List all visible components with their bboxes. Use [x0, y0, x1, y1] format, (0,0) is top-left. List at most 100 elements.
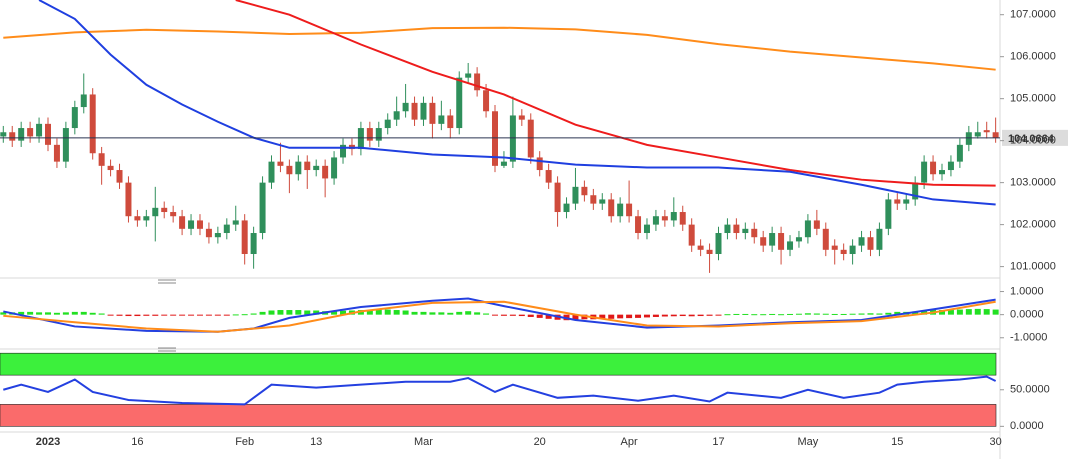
- candle-body: [89, 94, 96, 154]
- histogram-bar: [483, 313, 490, 315]
- histogram-bar: [304, 310, 311, 315]
- resize-handle[interactable]: [158, 279, 176, 284]
- histogram-bar: [733, 313, 740, 315]
- histogram-bar: [331, 311, 338, 315]
- candle-body: [813, 220, 820, 229]
- candle-body: [170, 212, 177, 217]
- candle-body: [617, 203, 624, 217]
- candle-body: [196, 220, 203, 229]
- x-tick-label: Mar: [414, 436, 433, 448]
- histogram-bar: [983, 309, 990, 315]
- histogram-bar: [912, 311, 919, 315]
- candle-body: [956, 144, 963, 162]
- candle-body: [930, 161, 937, 175]
- candle-body: [572, 186, 579, 204]
- candle-body: [670, 212, 677, 221]
- candle-body: [268, 161, 275, 183]
- candle-body: [706, 249, 713, 255]
- candle-body: [214, 233, 221, 238]
- candle-body: [688, 224, 695, 246]
- candle-body: [509, 115, 516, 162]
- histogram-bar: [921, 310, 928, 315]
- candle-body: [277, 161, 284, 166]
- candle-body: [98, 153, 105, 166]
- histogram-bar: [492, 314, 498, 316]
- histogram-bar: [393, 310, 400, 315]
- histogram-bar: [635, 314, 642, 318]
- histogram-bar: [268, 310, 275, 315]
- histogram-bar: [831, 313, 838, 315]
- histogram-bar: [527, 314, 534, 317]
- candle-body: [80, 94, 87, 108]
- x-tick-label: 30: [990, 436, 1002, 448]
- candle-body: [983, 130, 990, 133]
- candle-body: [518, 115, 525, 120]
- candle-body: [45, 123, 51, 145]
- histogram-bar: [518, 314, 525, 317]
- histogram-bar: [125, 314, 132, 317]
- histogram-bar: [706, 314, 713, 316]
- candle-body: [590, 195, 597, 204]
- candle-body: [527, 119, 534, 158]
- candle-body: [474, 73, 481, 91]
- candle-body: [375, 128, 382, 141]
- candle-body: [420, 102, 427, 120]
- candle-body: [313, 165, 320, 171]
- histogram-bar: [778, 314, 785, 316]
- histogram-bar: [71, 311, 78, 315]
- resize-handle[interactable]: [158, 347, 176, 352]
- candle-body: [822, 228, 829, 250]
- histogram-bar: [438, 312, 445, 315]
- candle-body: [858, 237, 865, 246]
- histogram-bar: [885, 312, 892, 315]
- histogram-bar: [679, 314, 686, 317]
- candle-body: [357, 128, 364, 150]
- x-tick-label: 13: [310, 436, 322, 448]
- histogram-bar: [947, 310, 954, 315]
- x-tick-label: 15: [891, 436, 903, 448]
- histogram-bar: [751, 314, 758, 316]
- candle-body: [992, 132, 999, 138]
- histogram-bar: [420, 311, 427, 315]
- histogram-bar: [188, 314, 195, 316]
- candle-body: [322, 165, 329, 179]
- histogram-bar: [474, 312, 481, 315]
- candle-body: [867, 237, 874, 250]
- histogram-bar: [402, 310, 409, 315]
- histogram-bar: [456, 311, 463, 315]
- candle-body: [179, 216, 186, 229]
- histogram-bar: [608, 314, 615, 319]
- histogram-bar: [429, 312, 436, 315]
- histogram-bar: [992, 309, 999, 315]
- candle-body: [903, 199, 910, 204]
- histogram-bar: [876, 313, 883, 315]
- candle-body: [366, 128, 373, 141]
- candle-body: [53, 144, 60, 162]
- histogram-bar: [858, 313, 865, 315]
- histogram-bar: [18, 311, 25, 315]
- candle-body: [331, 157, 338, 179]
- candle-body: [912, 182, 919, 200]
- histogram-bar: [939, 310, 945, 315]
- candle-body: [724, 224, 731, 234]
- candle-body: [9, 132, 16, 141]
- indicator-line: [38, 0, 996, 206]
- histogram-bar: [724, 314, 731, 316]
- histogram-bar: [0, 312, 7, 315]
- histogram-bar: [652, 314, 659, 317]
- histogram-bar: [179, 314, 186, 316]
- candle-body: [107, 165, 114, 171]
- histogram-bar: [840, 313, 847, 315]
- histogram-bar: [62, 312, 69, 315]
- candle-body: [840, 249, 847, 255]
- price-panel: [0, 0, 1000, 273]
- candle-body: [0, 132, 7, 137]
- candle-body: [635, 216, 642, 234]
- histogram-bar: [465, 311, 472, 315]
- candle-body: [465, 73, 472, 78]
- candle-body: [205, 228, 212, 238]
- histogram-bar: [152, 314, 159, 316]
- histogram-bar: [661, 314, 668, 317]
- candle-body: [626, 203, 633, 217]
- candle-body: [804, 220, 811, 238]
